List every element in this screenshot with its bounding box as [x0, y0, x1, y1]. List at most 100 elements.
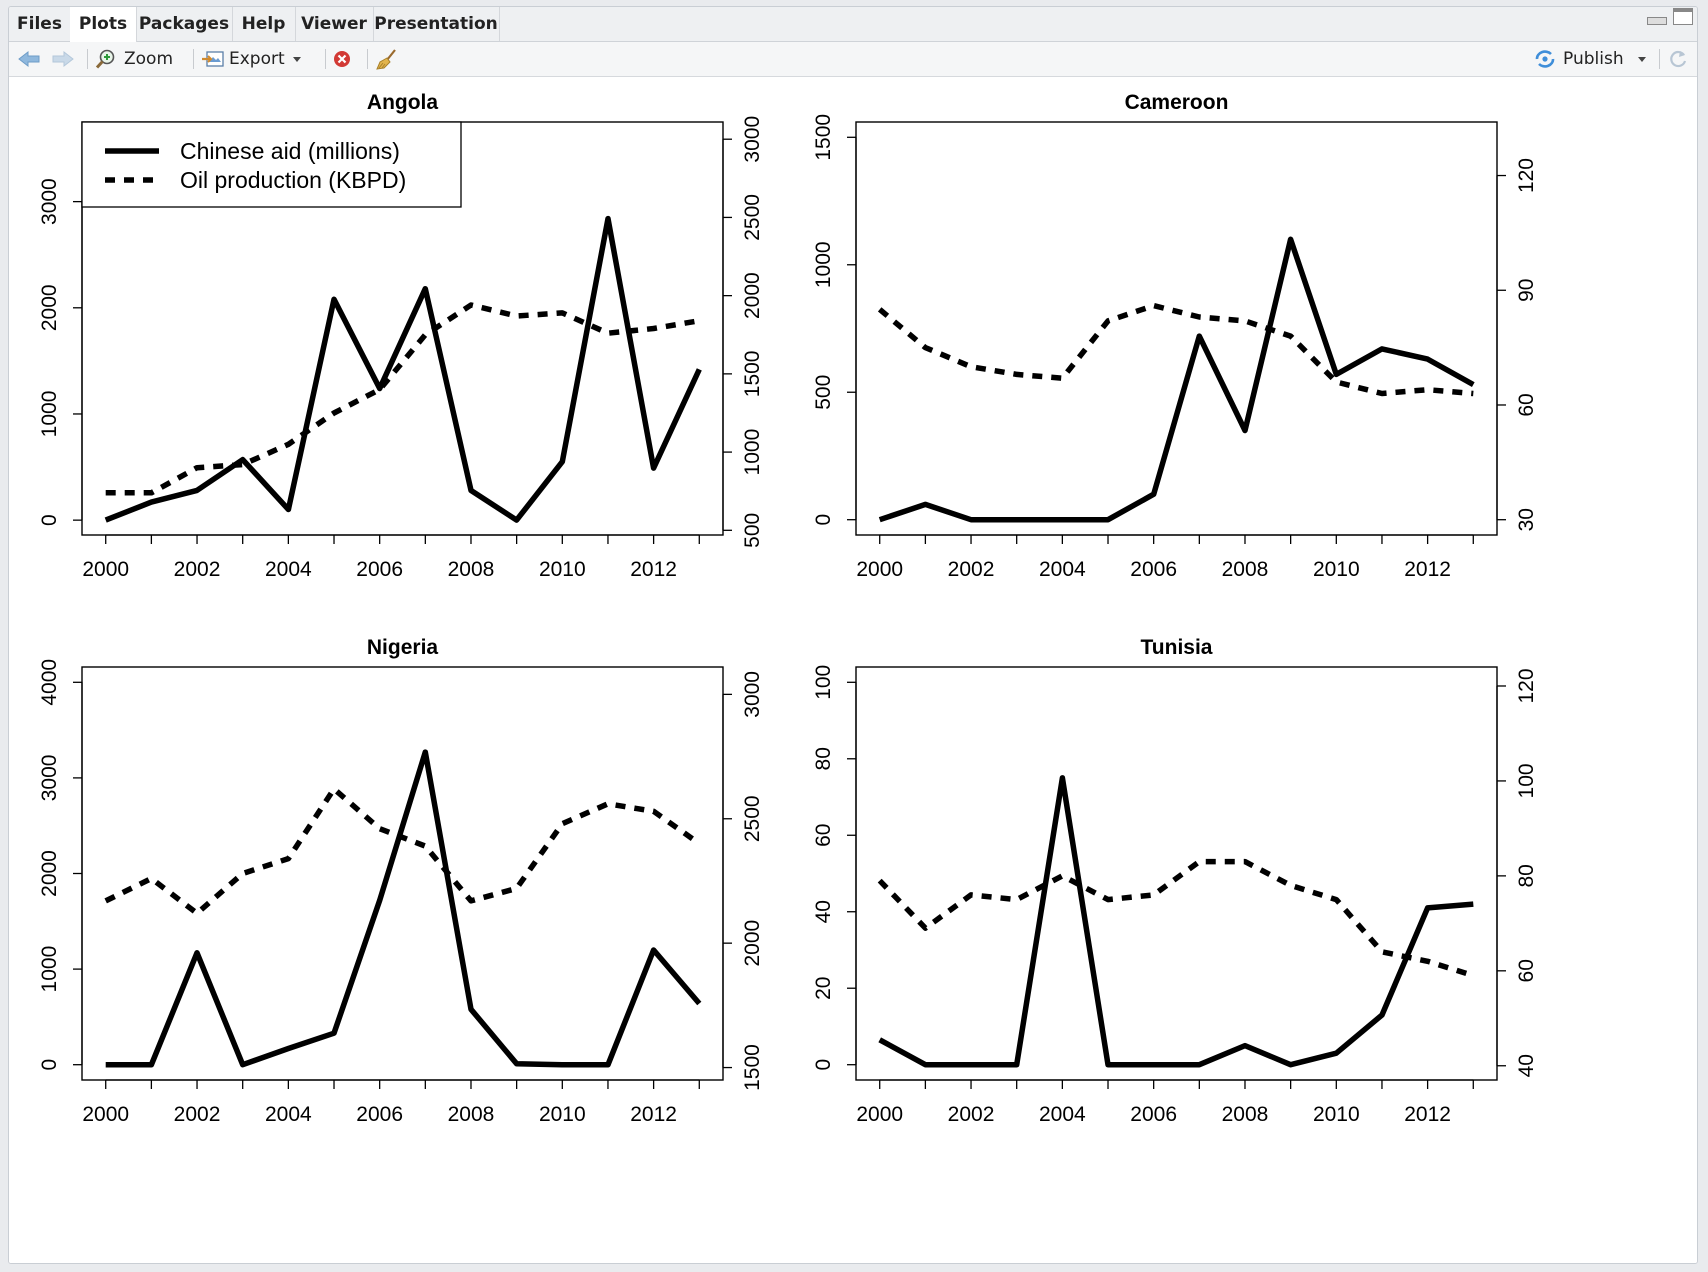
chart-title: Tunisia	[1141, 636, 1213, 659]
x-tick-label: 2000	[856, 558, 903, 581]
right-tick-label: 500	[741, 513, 764, 548]
chart-panel: Cameroon 2000 2002 2004 2006 2008 2010 2012 0 500…	[812, 91, 1538, 581]
right-tick-label: 80	[1515, 864, 1538, 887]
toolbar-separator	[325, 49, 326, 69]
right-tick-label: 1500	[741, 1044, 764, 1091]
x-tick-label: 2012	[630, 1103, 677, 1126]
maximize-pane-button[interactable]	[1673, 8, 1693, 25]
right-tick-label: 120	[1515, 668, 1538, 703]
x-tick-label: 2008	[448, 558, 495, 581]
x-tick-label: 2010	[1313, 558, 1360, 581]
arrow-left-icon	[18, 50, 40, 68]
pane-tab-bar: Files Plots Packages Help Viewer Present…	[9, 7, 1697, 42]
export-button[interactable]: Export	[201, 42, 303, 76]
left-tick-label: 1500	[812, 114, 835, 161]
chinese-aid-line	[104, 215, 702, 523]
oil-production-line	[877, 302, 1474, 397]
chinese-aid-line	[878, 236, 1475, 523]
minimize-pane-button[interactable]	[1647, 17, 1667, 25]
chevron-down-icon	[1637, 57, 1646, 62]
right-tick-label: 100	[1515, 763, 1538, 798]
x-tick-label: 2004	[265, 1103, 312, 1126]
right-tick-label: 3000	[741, 671, 764, 718]
tab-packages[interactable]: Packages	[136, 7, 233, 41]
chart-panel: Nigeria 2000 2002 2004 2006 2008 2010 2012 0 1000…	[38, 636, 764, 1126]
left-tick-label: 2000	[38, 284, 61, 331]
legend-box	[81, 121, 462, 208]
right-tick-label: 120	[1515, 158, 1538, 193]
tab-presentation[interactable]: Presentation	[373, 7, 500, 41]
right-tick-label: 60	[1515, 959, 1538, 982]
x-tick-label: 2012	[630, 558, 677, 581]
right-tick-label: 2000	[741, 920, 764, 967]
publish-icon	[1535, 50, 1555, 68]
right-tick-label: 40	[1515, 1054, 1538, 1077]
left-tick-label: 1000	[38, 391, 61, 438]
zoom-button[interactable]: Zoom	[95, 42, 173, 76]
left-tick-label: 500	[812, 375, 835, 410]
export-label: Export	[229, 49, 285, 69]
publish-label: Publish	[1563, 49, 1624, 69]
publish-button[interactable]: Publish	[1533, 42, 1648, 76]
remove-plot-button[interactable]	[333, 42, 357, 76]
right-tick-label: 60	[1515, 393, 1538, 416]
x-tick-label: 2002	[174, 1103, 221, 1126]
chinese-aid-line	[105, 749, 702, 1068]
toolbar-separator	[1659, 49, 1660, 69]
x-tick-label: 2010	[1313, 1103, 1360, 1126]
x-tick-label: 2006	[356, 558, 403, 581]
right-tick-label: 90	[1515, 279, 1538, 302]
right-tick-label: 2000	[741, 272, 764, 319]
x-tick-label: 2004	[1039, 1103, 1086, 1126]
legend-label-aid: Chinese aid (millions)	[180, 138, 400, 164]
left-tick-label: 100	[812, 665, 835, 700]
x-tick-label: 2010	[539, 1103, 586, 1126]
chart-title: Nigeria	[367, 636, 439, 659]
toolbar-separator	[367, 49, 368, 69]
plot-frame	[855, 121, 1498, 536]
right-tick-label: 30	[1515, 508, 1538, 531]
refresh-button[interactable]	[1667, 42, 1691, 76]
right-tick-label: 1500	[741, 351, 764, 398]
arrow-right-icon	[52, 50, 74, 68]
plot-area: Angola 2000 2002 2004 2006 2008 2010 2012 0 1000 2…	[9, 77, 1697, 1263]
x-tick-label: 2002	[948, 1103, 995, 1126]
chevron-down-icon	[292, 57, 301, 62]
x-tick-label: 2002	[174, 558, 221, 581]
x-tick-label: 2008	[448, 1103, 495, 1126]
back-button[interactable]	[17, 42, 45, 76]
x-tick-label: 2008	[1222, 558, 1269, 581]
left-tick-label: 0	[812, 514, 835, 526]
x-tick-label: 2002	[948, 558, 995, 581]
plots-pane: Files Plots Packages Help Viewer Present…	[8, 6, 1698, 1264]
left-tick-label: 4000	[38, 659, 61, 706]
chart-title: Angola	[367, 91, 438, 114]
tab-viewer[interactable]: Viewer	[295, 7, 374, 41]
left-tick-label: 80	[812, 747, 835, 770]
left-tick-label: 0	[38, 514, 61, 526]
x-tick-label: 2008	[1222, 1103, 1269, 1126]
x-tick-label: 2012	[1404, 1103, 1451, 1126]
x-tick-label: 2000	[856, 1103, 903, 1126]
right-tick-label: 3000	[741, 116, 764, 163]
right-tick-label: 2500	[741, 194, 764, 241]
x-tick-label: 2000	[82, 558, 129, 581]
plots-toolbar: Zoom Export	[9, 42, 1697, 77]
x-tick-label: 2010	[539, 558, 586, 581]
toolbar-separator	[193, 49, 194, 69]
left-tick-label: 20	[812, 977, 835, 1000]
left-tick-label: 1000	[812, 241, 835, 288]
x-tick-label: 2004	[265, 558, 312, 581]
left-tick-label: 0	[812, 1059, 835, 1071]
tab-plots[interactable]: Plots	[70, 7, 137, 42]
left-tick-label: 60	[812, 824, 835, 847]
oil-production-line	[877, 858, 1475, 979]
forward-button[interactable]	[51, 42, 79, 76]
clear-all-plots-button[interactable]	[375, 42, 401, 76]
plot-frame	[855, 666, 1498, 1081]
tab-files[interactable]: Files	[9, 7, 71, 41]
chart-panel: Angola 2000 2002 2004 2006 2008 2010 2012 0 1000 2…	[38, 91, 764, 581]
x-tick-label: 2006	[1130, 558, 1177, 581]
tab-help[interactable]: Help	[232, 7, 296, 41]
